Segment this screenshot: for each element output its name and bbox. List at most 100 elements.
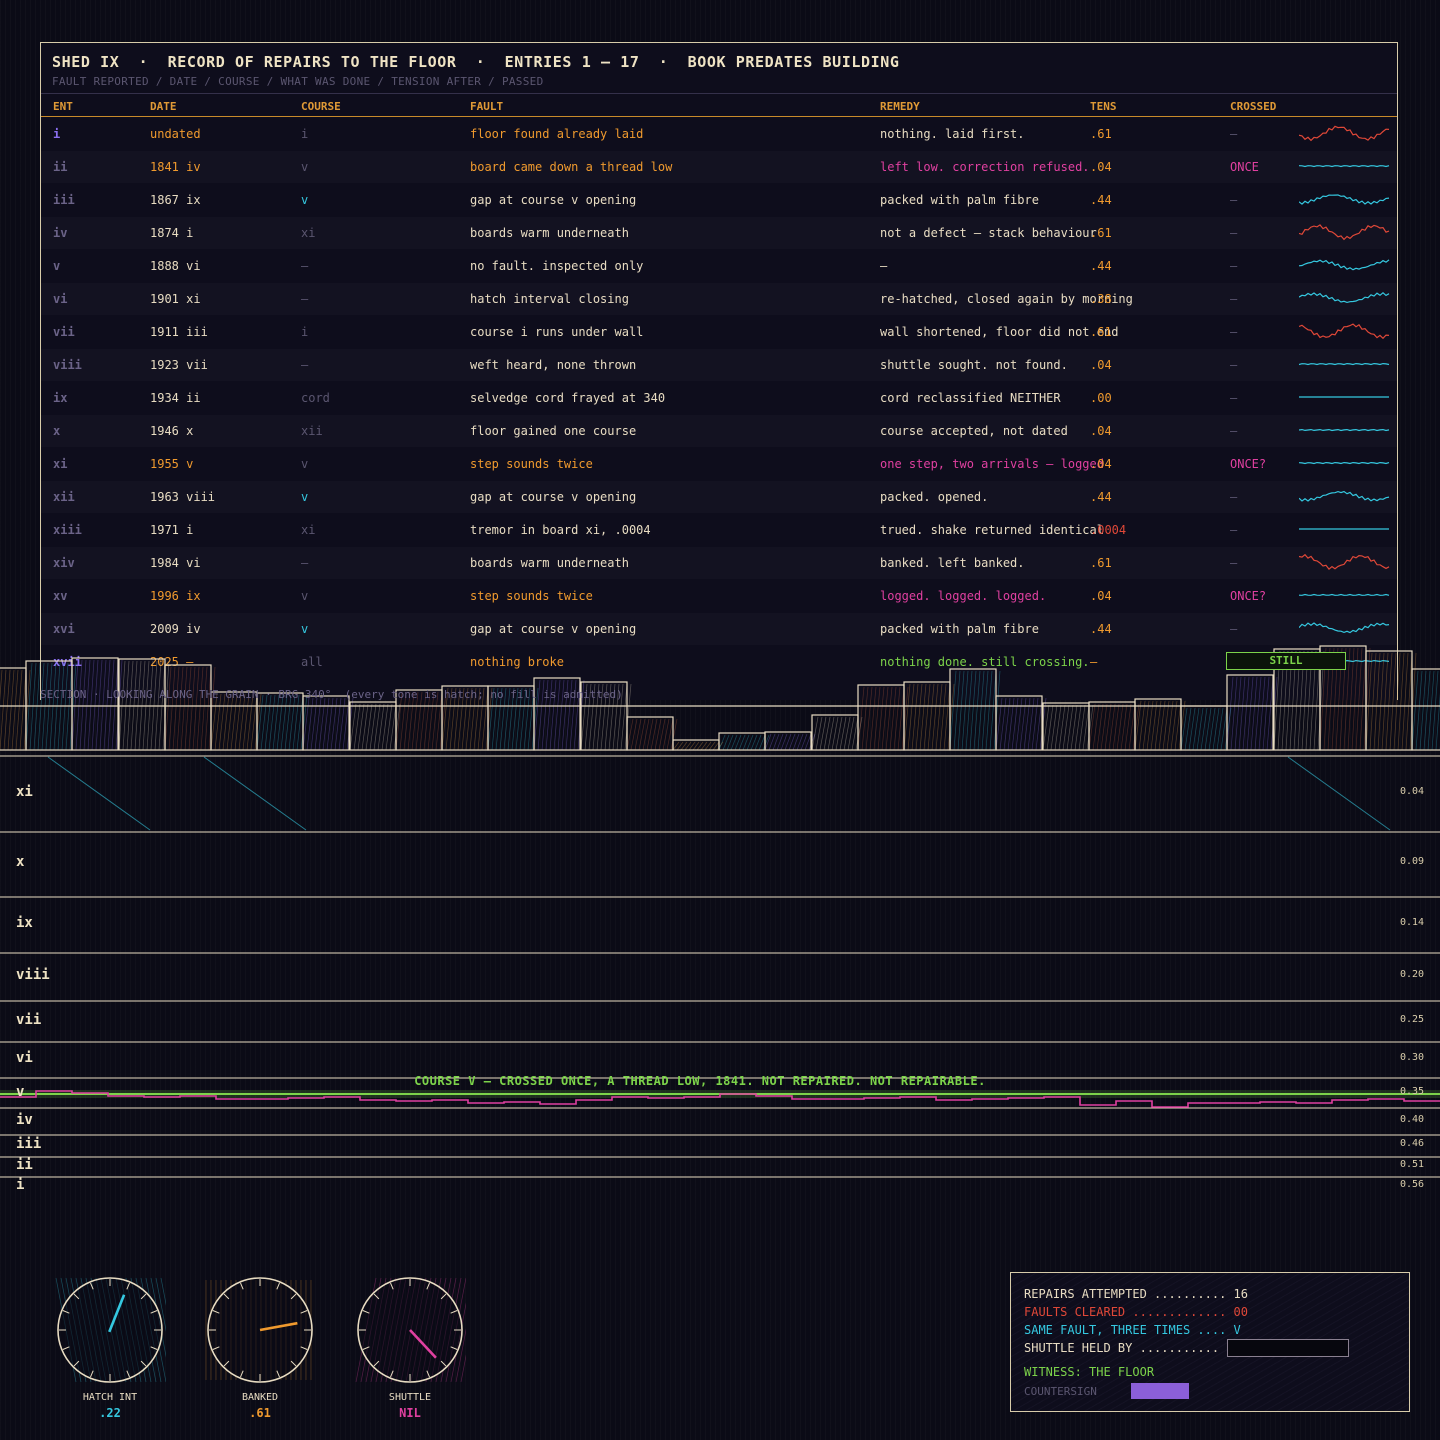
gauge-label: BANKED [241,1392,279,1403]
stratum-label: iv [16,1112,33,1128]
stratum-value: 0.56 [1400,1179,1425,1190]
banked-dial [205,1277,313,1383]
entry-number: i [53,127,61,141]
dial-tick [290,1360,297,1367]
entry-tension: .04 [1090,424,1112,438]
shuttle-dial [355,1277,466,1383]
entry-fault: boards warm underneath [470,226,629,240]
entry-tension: — [1090,655,1098,669]
entry-tension: .04 [1090,160,1112,174]
sparkline-path [1299,292,1390,304]
entry-remedy: re-hatched, closed again by morning [880,292,1133,306]
entry-remedy: nothing done. still crossing. [880,655,1090,669]
table-row[interactable]: v 1888 vi — no fault. inspected only — .44 — [41,250,1397,282]
entry-tension: .44 [1090,490,1112,504]
table-row[interactable]: xiii 1971 i xi tremor in board xi, .0004 tru… [41,514,1397,546]
col-header-date[interactable]: DATE [150,100,177,113]
grain-diagonal [47,756,151,831]
table-row[interactable]: x 1946 x xii floor gained one course course … [41,415,1397,447]
entry-number: x [53,424,61,438]
tension-sparkline [1299,194,1390,205]
dial-tick [223,1360,230,1367]
entry-date: 1901 xi [150,292,201,306]
repairs-attempted: REPAIRS ATTEMPTED .......... 16 [1024,1287,1248,1301]
tension-sparkline [1299,490,1390,502]
gauge-hatch-int: HATCH INT .22 [54,1274,166,1420]
col-header-ent[interactable]: ENT [53,100,73,113]
entry-course: v [301,160,309,174]
entry-tension: .00 [1090,391,1112,405]
dial-tick [450,1346,458,1350]
course-v-band [0,1090,1440,1098]
entry-fault: gap at course v opening [470,490,637,504]
gauge-label: SHUTTLE [388,1392,432,1403]
table-row[interactable]: ii 1841 iv v board came down a thread low le… [41,151,1397,183]
entry-tension: .04 [1090,457,1112,471]
col-header-tens[interactable]: TENS [1090,100,1117,113]
table-row[interactable]: iv 1874 i xi boards warm underneath not a de… [41,217,1397,249]
skyline-block-outline [533,677,581,751]
entry-number: xiii [53,523,82,537]
entry-fault: tremor in board xi, .0004 [470,523,651,537]
entry-date: 2009 iv [150,622,201,636]
skyline-block [1042,702,1094,751]
table-row[interactable]: xiv 1984 vi — boards warm underneath banked.… [41,547,1397,579]
dial-tick [426,1282,430,1290]
dial-tick [450,1310,458,1314]
skyline-block [811,714,863,751]
entry-course: v [301,589,309,603]
entry-crossed: ONCE [1230,160,1259,174]
stratum-label: iii [16,1136,42,1152]
skyline-block [995,695,1047,751]
sparkline-path [1299,224,1390,241]
table-row[interactable]: ix 1934 ii cord selvedge cord frayed at 340… [41,382,1397,414]
entry-remedy: banked. left banked. [880,556,1025,570]
dial-tick [150,1346,158,1350]
tension-sparkline [1299,125,1390,142]
col-header-course[interactable]: COURSE [301,100,341,113]
table-row[interactable]: iii 1867 ix v gap at course v opening packed… [41,184,1397,216]
tension-sparkline [1299,259,1390,271]
skyline-block [1088,701,1140,751]
tension-sparkline [1299,396,1389,398]
stratum-label: vii [16,1012,42,1028]
table-row[interactable]: vii 1911 iii i course i runs under wall wall… [41,316,1397,348]
dial-tick [212,1346,220,1350]
entry-date: undated [150,127,201,141]
shuttle-held-by-field[interactable] [1227,1339,1349,1357]
entry-crossed: — [1230,391,1238,405]
stratum-value: 0.35 [1400,1086,1425,1097]
entry-course: — [301,292,309,306]
entry-crossed: — [1230,622,1238,636]
ledger-subtitle: FAULT REPORTED / DATE / COURSE / WHAT WA… [52,75,544,88]
tension-sparkline [1299,622,1390,634]
col-header-remedy[interactable]: REMEDY [880,100,920,113]
dial-tick [300,1310,308,1314]
entry-fault: weft heard, none thrown [470,358,637,372]
table-row[interactable]: xv 1996 ix v step sounds twice logged. logge… [41,580,1397,612]
table-row[interactable]: xii 1963 viii v gap at course v opening pack… [41,481,1397,513]
stratum-value: 0.04 [1400,786,1425,797]
stratum-label: v [16,1084,25,1100]
dial-tick [300,1346,308,1350]
tension-sparkline [1299,428,1390,432]
sparkline-path [1299,259,1390,271]
dial-tick [290,1293,297,1300]
table-row[interactable]: vi 1901 xi — hatch interval closing re-hatch… [41,283,1397,315]
skyline-block [1411,668,1440,751]
table-row[interactable]: xvii 2025 — all nothing broke nothing done. … [41,646,1397,678]
table-row[interactable]: viii 1923 vii — weft heard, none thrown shut… [41,349,1397,381]
countersign-field[interactable] [1131,1383,1189,1399]
entry-fault: selvedge cord frayed at 340 [470,391,666,405]
skyline-block [626,716,678,751]
entry-tension: .04 [1090,589,1112,603]
gauge-banked: BANKED .61 [204,1274,316,1420]
table-row[interactable]: i undated i floor found already laid nothing… [41,118,1397,150]
stratum-label: vi [16,1050,33,1066]
entry-course: i [301,127,309,141]
col-header-crossed[interactable]: CROSSED [1230,100,1277,113]
col-header-fault[interactable]: FAULT [470,100,504,113]
entry-crossed: — [1230,424,1238,438]
table-row[interactable]: xvi 2009 iv v gap at course v opening packed… [41,613,1397,645]
table-row[interactable]: xi 1955 v v step sounds twice one step, two … [41,448,1397,480]
